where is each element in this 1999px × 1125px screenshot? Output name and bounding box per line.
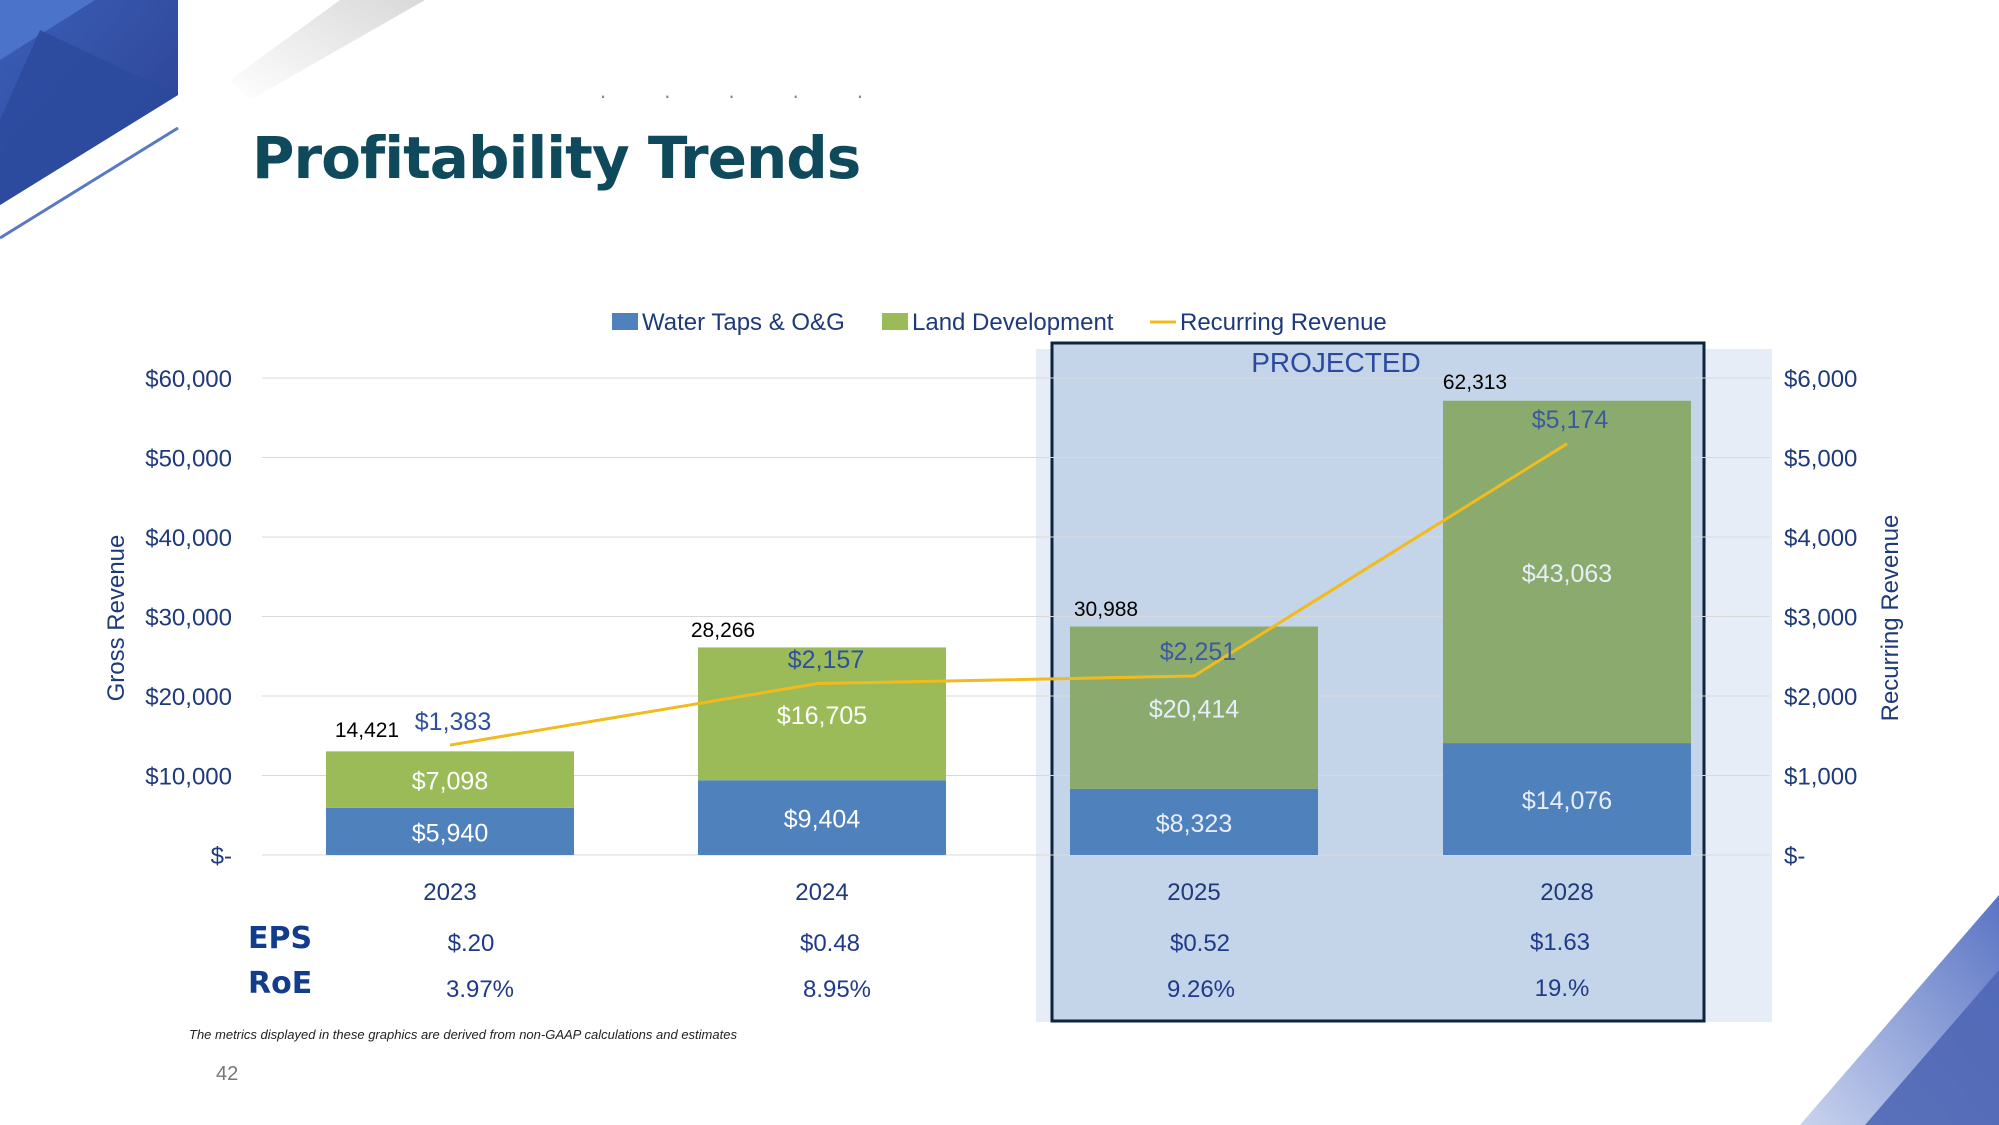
projected-label: PROJECTED: [1251, 347, 1421, 378]
legend-swatch-water: [612, 313, 638, 330]
eps-value: $0.48: [799, 930, 861, 957]
bar-water: [698, 780, 946, 855]
roe-value: 19.%: [1534, 975, 1590, 1002]
legend-swatch-land: [882, 313, 908, 330]
line-label-recurring: $5,174: [1532, 406, 1609, 434]
y-axis-label: Gross Revenue: [103, 535, 130, 702]
x-tick-label: 2028: [1540, 879, 1593, 906]
bar-label-water: $8,323: [1156, 810, 1232, 838]
y-tick-label: $50,000: [145, 446, 232, 473]
recurring-line: [449, 442, 1568, 747]
y2-tick-label: $5,000: [1784, 446, 1857, 473]
y2-tick-label: $3,000: [1784, 605, 1857, 632]
legend-label-recurring: Recurring Revenue: [1180, 309, 1387, 336]
decorative-dots: . . . . .: [600, 78, 890, 103]
roe-value: 9.26%: [1166, 976, 1236, 1003]
bar-label-land: $43,063: [1522, 560, 1612, 588]
page-number: 42: [216, 1063, 239, 1085]
roe-label: RoE: [248, 966, 313, 1001]
y-tick-label: $10,000: [145, 764, 232, 791]
y2-axis-ticks: $- $1,000 $2,000 $3,000 $4,000 $5,000 $6,000: [1784, 366, 1857, 870]
bar-land: [698, 647, 946, 781]
roe-value: 8.95%: [802, 976, 872, 1003]
legend: Water Taps & O&G Land Development Recurr…: [612, 309, 1387, 336]
eps-value: $0.52: [1169, 930, 1231, 957]
line-label-recurring: $2,157: [788, 646, 864, 674]
bar-label-water: $5,940: [412, 819, 488, 847]
y-tick-label: $60,000: [145, 366, 232, 393]
bars: [326, 400, 1691, 855]
bar-water: [1443, 743, 1691, 855]
x-tick-label: 2023: [423, 879, 476, 906]
y2-tick-label: $1,000: [1784, 764, 1857, 791]
y2-tick-label: $6,000: [1784, 366, 1857, 393]
bar-label-land: $16,705: [777, 702, 867, 730]
line-label-recurring: $1,383: [415, 708, 491, 736]
x-axis-ticks: 2023 2024 2025 2028: [423, 879, 1593, 906]
y2-tick-label: $2,000: [1784, 684, 1857, 711]
eps-value: $1.63: [1529, 929, 1591, 956]
y-tick-label: $-: [211, 843, 232, 870]
recurring-line-path: [449, 442, 1568, 747]
bar-label-land: $20,414: [1149, 696, 1239, 724]
bar-land: [1443, 400, 1691, 744]
y2-axis-label: Recurring Revenue: [1877, 515, 1904, 722]
bar-land: [326, 751, 574, 808]
data-labels: $5,940 $7,098 $9,404 $16,705 $8,323 $20,414 $1…: [335, 371, 1612, 847]
bar-total-label: 28,266: [691, 619, 755, 642]
legend-label-water: Water Taps & O&G: [642, 309, 845, 336]
bar-water: [326, 807, 574, 855]
line-label-recurring: $2,251: [1160, 638, 1236, 666]
eps-value: $.20: [447, 930, 495, 957]
bar-total-label: 62,313: [1443, 371, 1507, 394]
bar-label-water: $14,076: [1522, 787, 1612, 815]
y-axis-ticks: $- $10,000 $20,000 $30,000 $40,000 $50,000 $60…: [145, 366, 232, 870]
legend-label-land: Land Development: [912, 309, 1114, 336]
y2-tick-label: $4,000: [1784, 525, 1857, 552]
x-tick-label: 2025: [1167, 879, 1220, 906]
eps-label: EPS: [248, 921, 313, 956]
y-tick-label: $30,000: [145, 605, 232, 632]
bar-label-water: $9,404: [784, 806, 861, 834]
y2-tick-label: $-: [1784, 843, 1805, 870]
x-tick-label: 2024: [795, 879, 848, 906]
bar-label-land: $7,098: [412, 768, 488, 796]
y-tick-label: $40,000: [145, 525, 232, 552]
y-tick-label: $20,000: [145, 684, 232, 711]
bar-land: [1070, 626, 1318, 789]
bar-water: [1070, 788, 1318, 855]
roe-value: 3.97%: [445, 976, 515, 1003]
page-title: Profitability Trends: [252, 124, 861, 192]
footnote: The metrics displayed in these graphics …: [189, 1027, 737, 1042]
bar-total-label: 14,421: [335, 719, 399, 742]
bar-total-label: 30,988: [1074, 598, 1138, 621]
